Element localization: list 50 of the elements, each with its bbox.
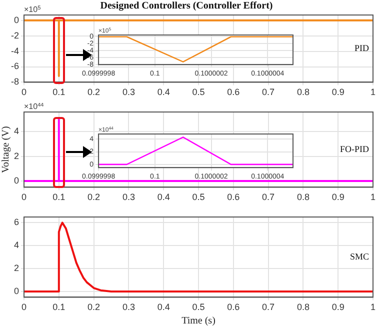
- x-tick-label: 0.2: [88, 302, 100, 312]
- y-tick-label: -8: [10, 76, 19, 87]
- x-tick-label: 0.2: [88, 87, 100, 98]
- x-tick-label: 0.2: [88, 192, 100, 202]
- x-tick-label: 0.4: [157, 302, 170, 312]
- x-tick-label: 0.9: [332, 87, 344, 98]
- y-tick-label: 2: [14, 263, 19, 274]
- x-tick-label: 0.6: [227, 302, 240, 312]
- x-axis-title: Time (s): [182, 316, 216, 327]
- x-tick-label: 0.7: [262, 87, 275, 98]
- x-tick-label: 0.3: [122, 87, 135, 98]
- y-tick-label: 0: [14, 286, 19, 296]
- text: FO-PID: [340, 144, 370, 154]
- y-tick-label: 6: [14, 217, 19, 228]
- x-tick-label: 0.8: [296, 87, 310, 98]
- x-tick-label: 0.5: [192, 87, 205, 98]
- x-tick-label: 0.1: [52, 87, 66, 98]
- x-tick-label: 0: [21, 87, 27, 98]
- x-tick-label: 0.3: [122, 192, 135, 202]
- x-tick-label: 0.9: [332, 302, 344, 312]
- x-tick-label: 0.6: [227, 192, 240, 202]
- x-tick-label: 0.6: [227, 87, 240, 98]
- y-tick-label: -2: [10, 30, 19, 40]
- y-tick-label: 0: [14, 14, 19, 25]
- text: PID: [354, 42, 370, 53]
- x-tick-label: 0.7: [262, 302, 275, 312]
- x-tick-label: 0.7: [262, 192, 275, 202]
- x-tick-label: 0.8: [296, 302, 310, 312]
- chart-title: Designed Controllers (Controller Effort): [100, 0, 273, 12]
- x-tick-label: 0.8: [296, 192, 310, 202]
- x-tick-label: 0.5: [192, 192, 205, 202]
- x-tick-label: 0.9: [332, 192, 344, 202]
- x-tick-label: 1: [370, 302, 376, 312]
- y-axis-title: Voltage (V): [0, 126, 12, 173]
- x-tick-label: 1: [370, 192, 376, 202]
- y-tick-label: -6: [10, 61, 19, 72]
- x-tick-label: 0.4: [157, 192, 170, 202]
- x-tick-label: 0.5: [192, 302, 205, 312]
- x-tick-label: 0: [21, 192, 27, 202]
- x-tick-label: 0: [21, 302, 27, 312]
- y-tick-label: -4: [10, 46, 19, 56]
- x-tick-label: 0.1: [52, 302, 66, 312]
- x-tick-label: 0.1: [52, 192, 66, 202]
- y-tick-label: 2: [14, 150, 19, 161]
- x-tick-label: 1: [370, 87, 376, 98]
- text: SMC: [350, 251, 369, 262]
- x-tick-label: 0.4: [157, 87, 170, 98]
- y-tick-label: 4: [14, 240, 19, 250]
- y-tick-label: 4: [14, 126, 19, 136]
- x-tick-label: 0.3: [122, 302, 135, 312]
